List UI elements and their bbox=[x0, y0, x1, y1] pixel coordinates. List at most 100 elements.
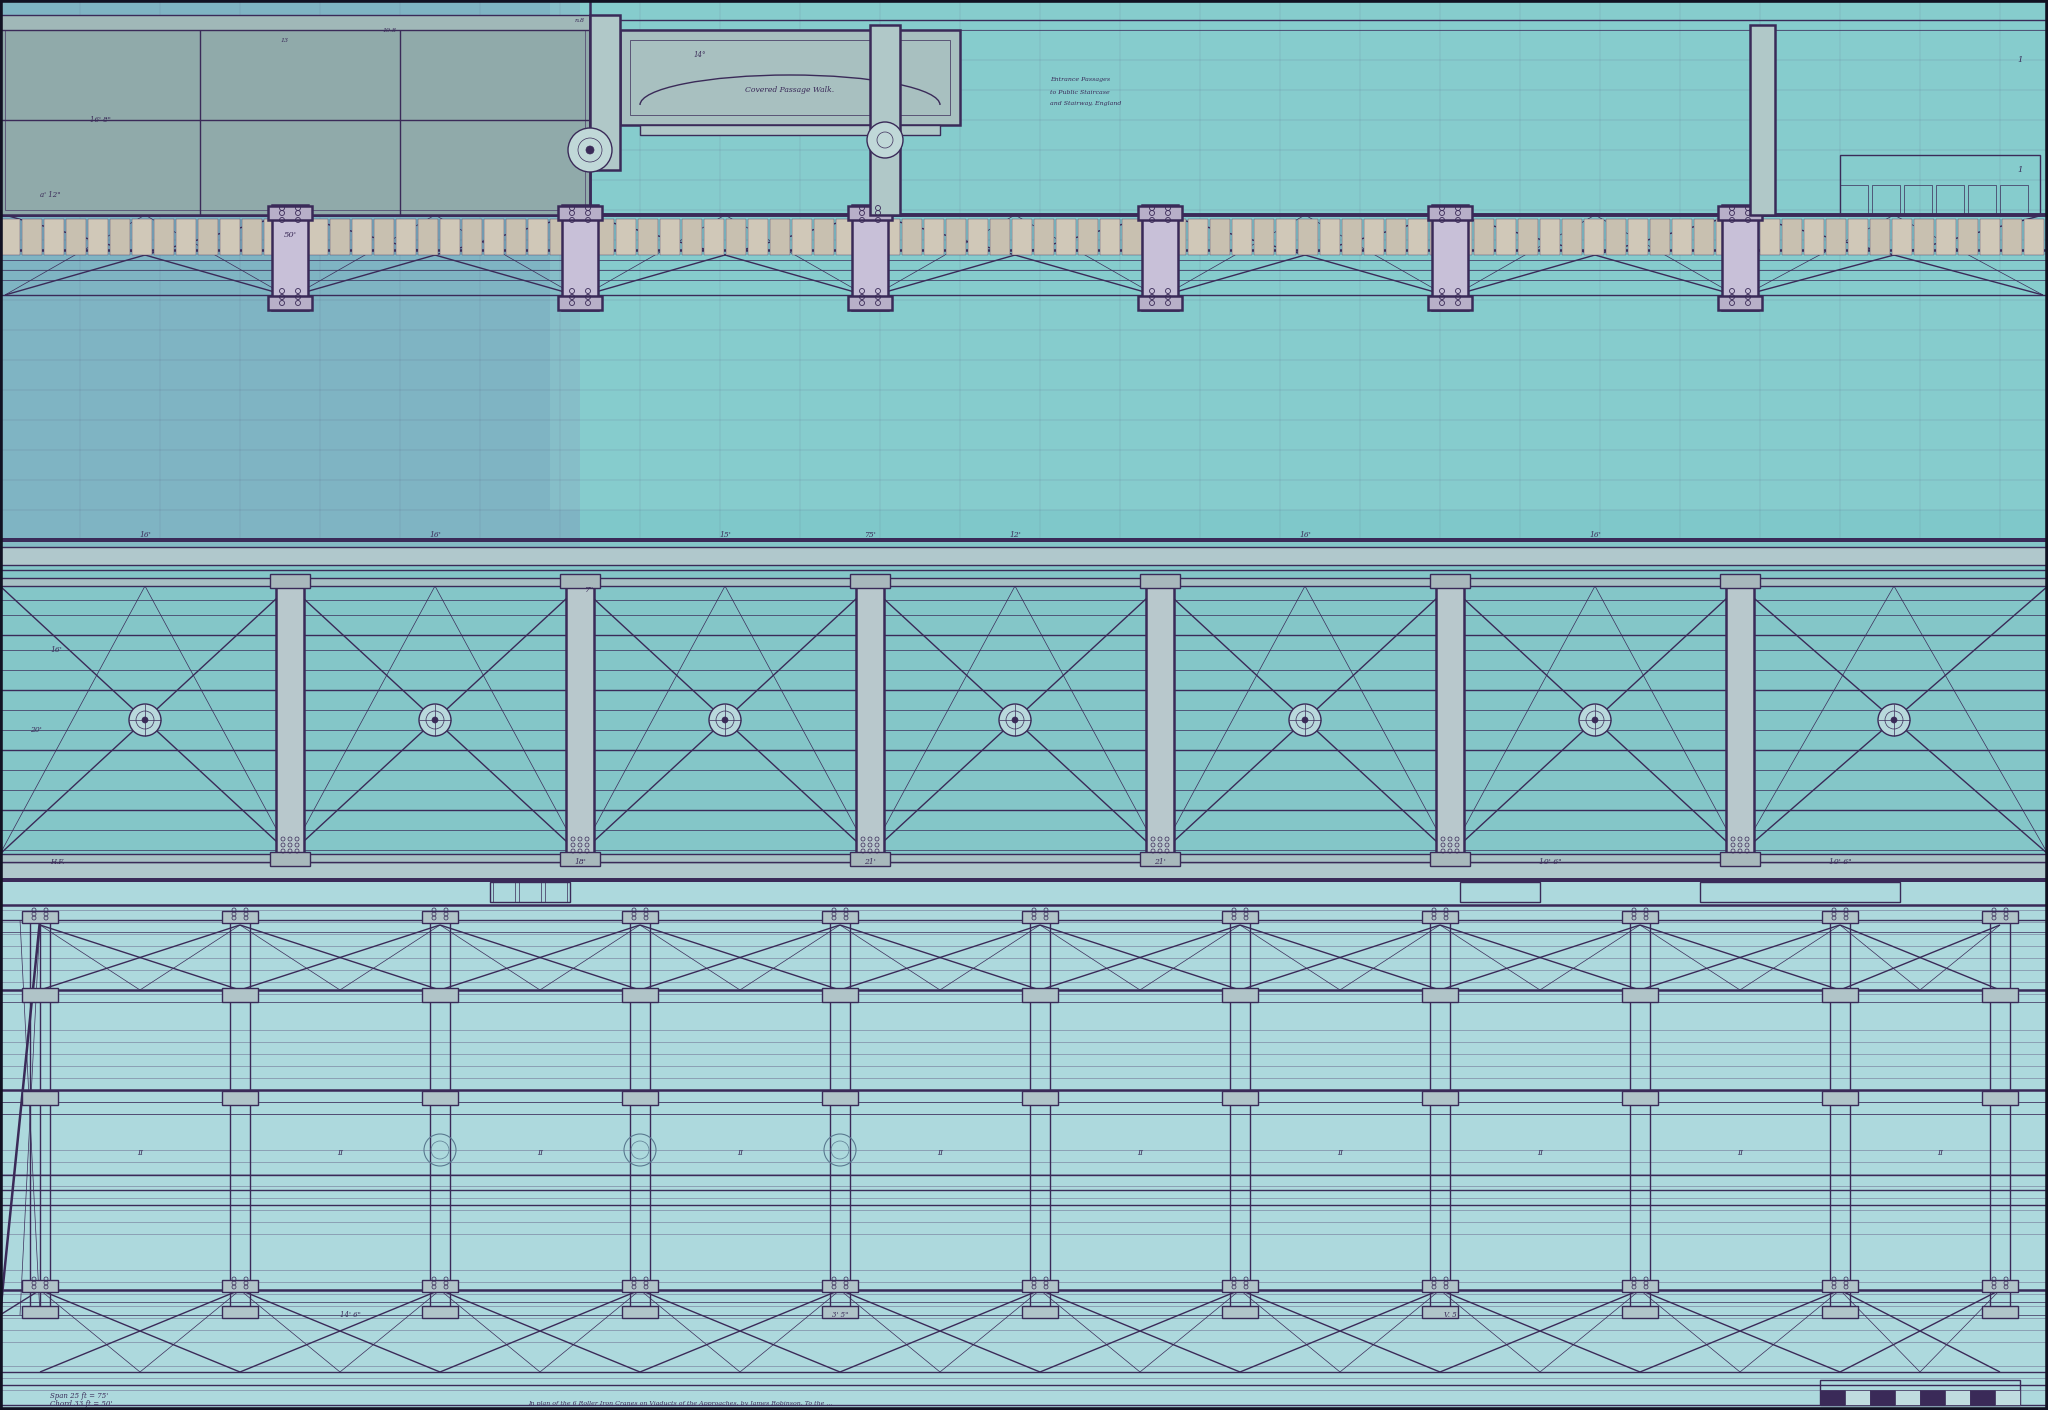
Circle shape bbox=[1303, 718, 1309, 723]
Circle shape bbox=[1878, 704, 1911, 736]
Text: H.F.: H.F. bbox=[49, 859, 63, 866]
Bar bbox=[1475, 219, 1493, 255]
Text: II: II bbox=[338, 1149, 342, 1158]
Bar bbox=[221, 988, 258, 1003]
Bar bbox=[1831, 915, 1849, 1316]
Bar bbox=[1077, 219, 1098, 255]
Bar bbox=[0, 862, 2048, 880]
Bar bbox=[221, 1091, 258, 1105]
Bar bbox=[594, 219, 614, 255]
Bar bbox=[821, 1091, 858, 1105]
Text: to Public Staircase: to Public Staircase bbox=[1051, 89, 1110, 94]
Polygon shape bbox=[0, 880, 2048, 1410]
Text: 16' 8": 16' 8" bbox=[90, 116, 111, 124]
Bar bbox=[989, 219, 1010, 255]
Bar bbox=[518, 883, 541, 902]
Bar bbox=[1821, 1390, 1845, 1404]
Bar bbox=[1958, 219, 1978, 255]
Bar bbox=[969, 219, 987, 255]
Text: Chord 33 ft = 50': Chord 33 ft = 50' bbox=[49, 1400, 113, 1409]
Circle shape bbox=[420, 704, 451, 736]
Bar bbox=[1341, 219, 1362, 255]
Circle shape bbox=[129, 704, 162, 736]
Bar bbox=[1034, 219, 1055, 255]
Bar bbox=[1894, 1390, 1921, 1404]
Bar bbox=[242, 219, 262, 255]
Bar bbox=[23, 1306, 57, 1318]
Text: 12': 12' bbox=[1010, 532, 1022, 539]
Text: 14°: 14° bbox=[694, 51, 707, 59]
Bar bbox=[1935, 185, 1964, 214]
Text: 7": 7" bbox=[586, 587, 594, 594]
Bar bbox=[557, 296, 602, 310]
Bar bbox=[821, 1280, 858, 1292]
Bar bbox=[154, 219, 174, 255]
Bar bbox=[1298, 219, 1319, 255]
Circle shape bbox=[709, 704, 741, 736]
Text: 75': 75' bbox=[864, 532, 877, 539]
Bar bbox=[1827, 219, 1845, 255]
Bar bbox=[1870, 219, 1890, 255]
Bar bbox=[1030, 915, 1051, 1316]
Bar bbox=[1210, 219, 1231, 255]
Bar bbox=[1223, 911, 1257, 924]
Text: and Stairway, England: and Stairway, England bbox=[1051, 102, 1122, 107]
Bar bbox=[1671, 219, 1692, 255]
Bar bbox=[924, 219, 944, 255]
Bar bbox=[66, 219, 86, 255]
Bar bbox=[1782, 219, 1802, 255]
Bar bbox=[1995, 1390, 2019, 1404]
Bar bbox=[422, 988, 459, 1003]
Bar bbox=[1982, 988, 2017, 1003]
Bar bbox=[528, 219, 549, 255]
Bar bbox=[1823, 1280, 1858, 1292]
Bar bbox=[631, 39, 950, 116]
Bar bbox=[0, 578, 2048, 587]
Bar bbox=[1606, 219, 1626, 255]
Bar bbox=[1223, 1091, 1257, 1105]
Bar bbox=[1012, 219, 1032, 255]
Bar bbox=[268, 206, 311, 220]
Bar bbox=[23, 219, 43, 255]
Bar bbox=[430, 915, 451, 1316]
Bar bbox=[1892, 219, 1913, 255]
Bar bbox=[1276, 219, 1296, 255]
Bar bbox=[1991, 915, 2009, 1316]
Bar bbox=[1821, 1380, 2019, 1404]
Bar bbox=[31, 915, 49, 1316]
Bar bbox=[1759, 219, 1780, 255]
Bar bbox=[621, 30, 961, 125]
Bar bbox=[199, 219, 217, 255]
Bar bbox=[1427, 206, 1473, 220]
Bar bbox=[1982, 911, 2017, 924]
Bar bbox=[1321, 219, 1339, 255]
Text: 14' 6": 14' 6" bbox=[340, 1311, 360, 1318]
Bar bbox=[1100, 219, 1120, 255]
Text: Entrance Passages: Entrance Passages bbox=[1051, 78, 1110, 83]
Bar bbox=[1421, 988, 1458, 1003]
Bar bbox=[43, 219, 63, 255]
Circle shape bbox=[1288, 704, 1321, 736]
Bar bbox=[1022, 1091, 1059, 1105]
Bar bbox=[1223, 988, 1257, 1003]
Bar bbox=[1223, 1280, 1257, 1292]
Bar bbox=[268, 296, 311, 310]
Text: 10' 6": 10' 6" bbox=[1538, 859, 1561, 866]
Polygon shape bbox=[0, 0, 2048, 560]
Bar bbox=[330, 219, 350, 255]
Polygon shape bbox=[0, 0, 580, 560]
Bar bbox=[0, 219, 20, 255]
Bar bbox=[561, 204, 598, 310]
Bar bbox=[1421, 911, 1458, 924]
Bar bbox=[1847, 219, 1868, 255]
Bar bbox=[565, 581, 594, 859]
Bar bbox=[264, 219, 285, 255]
Bar bbox=[1982, 1280, 2017, 1292]
Bar bbox=[1143, 204, 1178, 310]
Text: II: II bbox=[537, 1149, 543, 1158]
Bar bbox=[1804, 219, 1825, 255]
Bar bbox=[1122, 219, 1143, 255]
Bar bbox=[1968, 185, 1997, 214]
Bar bbox=[1970, 1390, 1995, 1404]
Bar bbox=[2003, 219, 2021, 255]
